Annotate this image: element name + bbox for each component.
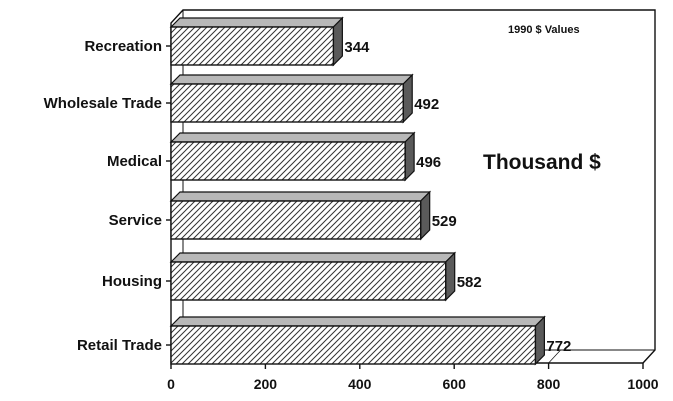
bar-top-face <box>169 191 432 202</box>
bar-front-face <box>170 325 537 365</box>
bar-side-face <box>534 315 545 366</box>
bar-front-face <box>170 26 335 66</box>
bar <box>169 251 457 302</box>
bar-side-face <box>445 251 456 302</box>
bar-top-face <box>169 74 414 85</box>
x-tick-depth <box>548 349 561 364</box>
bar-side-face <box>402 73 413 124</box>
bar-top-face <box>169 17 344 28</box>
x-tick-label: 200 <box>254 376 278 392</box>
bar-side-face <box>332 16 343 67</box>
value-label: 492 <box>414 96 439 113</box>
category-label: Medical <box>107 153 162 170</box>
bar-side-face <box>404 131 415 182</box>
bar-front-face <box>170 261 447 301</box>
bar-front-face <box>170 141 406 181</box>
x-tick-label: 1000 <box>627 376 658 392</box>
value-label: 529 <box>432 213 457 230</box>
values-note: 1990 $ Values <box>508 24 580 36</box>
bar-side-face <box>420 190 431 241</box>
bar <box>169 73 414 124</box>
value-label: 344 <box>344 39 370 56</box>
value-label: 496 <box>416 154 441 171</box>
bar-top-face <box>169 132 416 143</box>
x-tick-label: 600 <box>443 376 467 392</box>
bar-top-face <box>169 252 457 263</box>
x-tick-label: 800 <box>537 376 561 392</box>
value-label: 582 <box>457 274 482 291</box>
category-label: Housing <box>102 273 162 290</box>
bar-front-face <box>170 200 422 240</box>
category-label: Retail Trade <box>77 337 162 354</box>
category-label: Wholesale Trade <box>44 95 162 112</box>
bar-top-face <box>169 316 546 327</box>
bar <box>169 190 432 241</box>
unit-label: Thousand $ <box>483 151 601 174</box>
bar-front-face <box>170 83 404 123</box>
bar <box>169 16 344 67</box>
bar <box>169 131 416 182</box>
category-label: Service <box>109 212 162 229</box>
x-tick-label: 400 <box>348 376 372 392</box>
value-label: 772 <box>546 338 571 355</box>
x-tick-depth <box>642 349 656 364</box>
x-tick-label: 0 <box>167 376 175 392</box>
bar <box>169 315 546 366</box>
category-label: Recreation <box>84 38 162 55</box>
